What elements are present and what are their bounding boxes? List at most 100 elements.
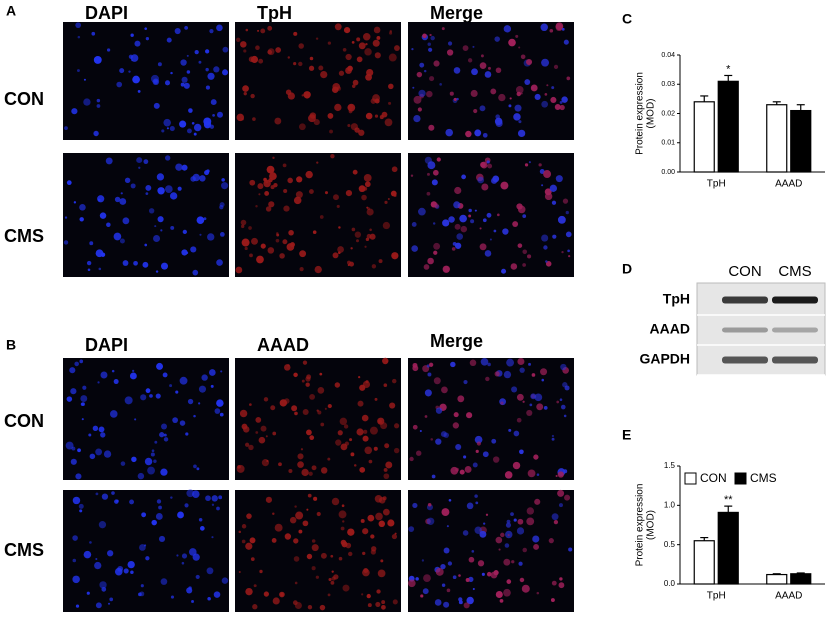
cell — [383, 467, 388, 472]
cell — [558, 582, 565, 589]
cell — [528, 362, 531, 366]
cell — [503, 370, 512, 379]
cell — [490, 88, 497, 95]
cell — [557, 489, 565, 497]
cell — [453, 67, 461, 74]
cell — [347, 528, 355, 536]
column-header: DAPI — [85, 335, 128, 355]
cell — [431, 179, 438, 186]
cell — [101, 493, 109, 500]
cell — [181, 553, 188, 559]
cell — [162, 372, 168, 378]
cell — [471, 550, 475, 553]
cell — [175, 163, 183, 171]
cell — [140, 394, 147, 401]
cell — [435, 407, 443, 414]
cell — [389, 402, 396, 409]
cell — [491, 438, 497, 444]
cell — [530, 84, 538, 92]
cell — [123, 568, 129, 574]
cell — [79, 359, 84, 364]
column-header: Merge — [430, 331, 483, 351]
cell — [543, 406, 548, 410]
bar — [693, 101, 715, 173]
cell — [250, 557, 255, 561]
cell — [181, 561, 185, 565]
cell — [76, 69, 80, 73]
cell — [293, 196, 302, 205]
cell — [100, 432, 106, 438]
cell — [187, 398, 194, 405]
cell — [198, 517, 203, 522]
cell — [177, 511, 184, 519]
blot-band — [772, 296, 818, 304]
cell — [362, 551, 366, 556]
cell — [422, 33, 427, 39]
cell — [340, 443, 348, 451]
cell — [145, 192, 149, 196]
cell — [157, 62, 162, 67]
cell — [151, 519, 157, 526]
cell — [110, 410, 118, 418]
cell — [89, 453, 96, 460]
cell — [107, 602, 111, 605]
blot-column: CMS — [778, 263, 811, 280]
panel-label: D — [622, 261, 632, 277]
cell — [350, 452, 355, 457]
cell — [186, 489, 195, 498]
cell — [95, 448, 103, 456]
cell — [517, 518, 524, 525]
cell — [311, 539, 316, 543]
cell — [156, 499, 162, 504]
cell — [201, 374, 208, 381]
cell — [222, 46, 229, 53]
cell — [363, 174, 372, 182]
cell — [70, 388, 77, 395]
cell — [433, 250, 438, 255]
cell — [384, 443, 390, 449]
x-tick-label: AAAD — [775, 179, 802, 190]
cell — [358, 376, 361, 379]
cell — [240, 219, 247, 226]
cell — [222, 69, 229, 76]
cell — [479, 105, 486, 112]
cell — [150, 74, 159, 83]
cell — [463, 379, 468, 385]
cell — [128, 54, 133, 59]
cell — [446, 588, 451, 593]
cell — [366, 233, 372, 239]
y-axis-label: (MOD) — [646, 99, 657, 129]
blot-row: TpH — [663, 291, 690, 307]
cell — [345, 189, 353, 197]
micrograph — [235, 358, 401, 480]
cell — [324, 191, 328, 195]
cell — [357, 400, 364, 407]
cell — [427, 257, 434, 265]
cell — [238, 570, 241, 574]
cell — [192, 553, 200, 561]
cell — [565, 210, 569, 215]
cell — [150, 452, 155, 457]
cell — [153, 102, 160, 109]
cell — [257, 183, 264, 190]
cell — [459, 214, 467, 223]
cell — [134, 418, 137, 421]
cell — [198, 402, 201, 405]
cell — [185, 432, 189, 436]
cell — [567, 249, 570, 253]
cell — [468, 556, 475, 563]
cell — [372, 94, 380, 103]
cell — [376, 36, 381, 40]
cell — [293, 61, 297, 66]
cell — [497, 213, 500, 217]
cell — [275, 238, 280, 243]
cell — [335, 439, 342, 446]
cell — [487, 362, 491, 367]
cell — [462, 530, 469, 536]
cell — [316, 511, 321, 517]
cell — [472, 45, 475, 48]
cell — [418, 89, 426, 97]
cell — [327, 113, 334, 119]
cell — [352, 84, 356, 88]
cell — [503, 588, 511, 597]
